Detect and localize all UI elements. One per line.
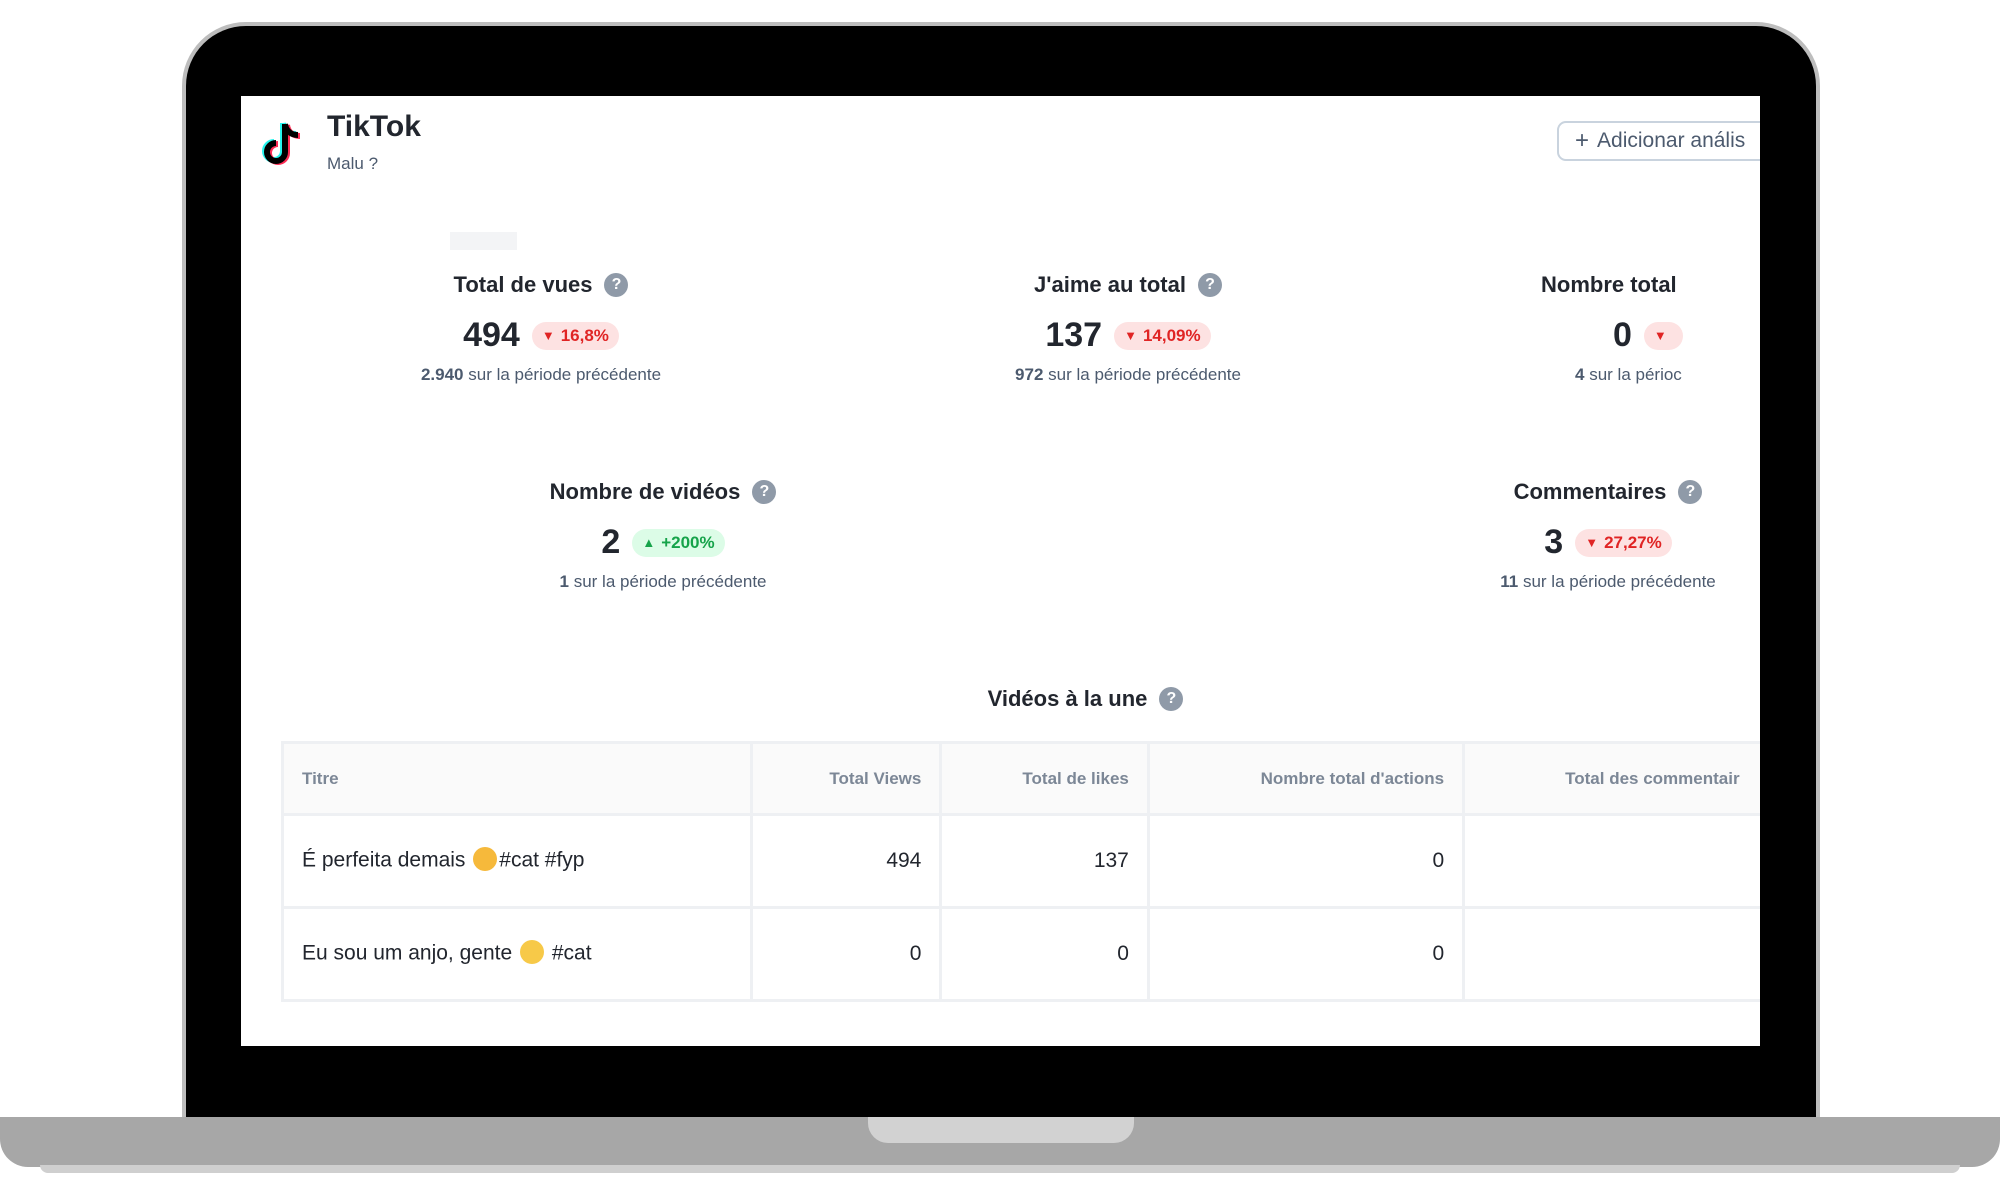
previous-text: sur la période précédente [1522,572,1716,591]
metric-title: J'aime au total ? [963,272,1293,298]
video-title-cell: É perfeita demais #cat #fyp [281,813,753,909]
video-title-text: É perfeita demais [302,848,466,872]
account-name[interactable]: Malu ? [327,154,379,173]
help-icon[interactable]: ? [752,480,777,504]
pleading-face-icon [520,940,544,964]
metric-title-text: J'aime au total [1034,272,1186,297]
plus-icon: + [1575,127,1590,154]
comments-cell [1462,813,1760,909]
add-analysis-button[interactable]: + Adicionar anális [1557,121,1760,161]
metric-value: 3 [1544,523,1564,561]
metric-value-row: 0 ▼ [1613,316,1760,355]
video-title-tags: #cat #fyp [499,848,585,872]
trend-badge: ▲ +200% [632,528,725,557]
column-header-title[interactable]: Titre [281,741,753,816]
tiktok-logo-icon [262,122,301,165]
featured-videos-table: Titre Total Views Total de likes Nombre … [281,741,1760,1002]
metric-previous-period: 11 sur la période précédente [1443,572,1760,592]
arrow-up-icon: ▲ [642,535,656,550]
metric-value-row: 3 ▼ 27,27% [1443,523,1760,562]
featured-videos-heading: Vidéos à la une ? [241,686,1760,712]
video-title-tags: #cat [551,941,592,965]
help-icon[interactable]: ? [1159,687,1184,711]
table-row[interactable]: É perfeita demais #cat #fyp 494 137 0 [281,813,1760,909]
column-header-comments[interactable]: Total des commentair [1462,741,1760,816]
actions-cell: 0 [1146,906,1466,1002]
metric-previous-period: 972 sur la période précédente [963,365,1293,385]
metric-previous-period: 1 sur la période précédente [498,572,828,592]
metric-value-row: 137 ▼ 14,09% [963,316,1293,355]
metric-value: 2 [601,523,621,561]
help-icon[interactable]: ? [1197,273,1222,297]
views-cell: 0 [749,906,943,1002]
previous-text: sur la périoc [1589,365,1682,384]
previous-value: 2.940 [420,365,464,384]
trend-percent: 27,27% [1604,532,1662,552]
views-cell: 494 [749,813,943,909]
page-title: TikTok [327,110,421,143]
metric-title-text: Nombre total [1541,272,1677,297]
trend-badge: ▼ [1643,321,1683,350]
likes-cell: 0 [939,906,1150,1002]
metric-value-row: 2 ▲ +200% [498,523,828,562]
actions-cell: 0 [1146,813,1466,909]
column-header-likes[interactable]: Total de likes [939,741,1150,816]
column-header-actions[interactable]: Nombre total d'actions [1146,741,1466,816]
app-header: TikTok Malu ? + Adicionar anális [241,96,1760,196]
metric-value: 137 [1045,316,1103,354]
table-header-row: Titre Total Views Total de likes Nombre … [281,741,1760,816]
arrow-down-icon: ▼ [1124,328,1137,343]
metric-previous-period: 4 sur la périoc [1575,365,1760,385]
app-screen: TikTok Malu ? + Adicionar anális Total d… [241,96,1760,1046]
column-header-views[interactable]: Total Views [749,741,943,816]
previous-value: 972 [1015,365,1044,384]
laptop-base-shadow [40,1165,1960,1173]
metric-total-likes: J'aime au total ? 137 ▼ 14,09% 972 sur l… [963,272,1293,385]
table-row[interactable]: Eu sou um anjo, gente #cat 0 0 0 [281,906,1760,1002]
previous-value: 11 [1500,572,1519,591]
trend-percent: +200% [661,532,715,552]
metric-title-text: Commentaires [1513,479,1667,504]
arrow-down-icon: ▼ [541,328,555,343]
metric-title: Nombre de vidéos ? [498,479,828,505]
help-icon[interactable]: ? [1678,480,1703,504]
previous-text: sur la période précédente [468,365,662,384]
previous-text: sur la période précédente [1048,365,1241,384]
trend-badge: ▼ 16,8% [531,321,619,350]
comments-cell [1462,906,1760,1002]
metric-value: 0 [1613,316,1632,354]
smiling-cat-heart-eyes-icon [473,847,498,871]
trend-percent: 14,09% [1142,325,1201,345]
metric-title: Commentaires ? [1443,479,1760,505]
add-analysis-label: Adicionar anális [1597,129,1746,152]
previous-value: 4 [1575,365,1585,384]
metric-video-count: Nombre de vidéos ? 2 ▲ +200% 1 sur la pé… [498,479,828,592]
metric-title-text: Nombre de vidéos [549,479,741,504]
help-icon[interactable]: ? [604,273,629,297]
metric-title-text: Total de vues [453,272,593,297]
previous-text: sur la période précédente [573,572,767,591]
video-title-cell: Eu sou um anjo, gente #cat [281,906,753,1002]
metric-previous-period: 2.940 sur la période précédente [376,365,706,385]
trend-percent: 16,8% [560,325,609,345]
placeholder-bar [450,232,517,250]
laptop-notch [868,1117,1134,1143]
trend-badge: ▼ 14,09% [1114,321,1211,350]
section-title-text: Vidéos à la une [987,686,1148,711]
metric-title: Nombre total [1541,272,1760,298]
metric-total-views: Total de vues ? 494 ▼ 16,8% 2.940 sur la… [376,272,706,385]
previous-value: 1 [559,572,569,591]
trend-badge: ▼ 27,27% [1575,528,1672,557]
arrow-down-icon: ▼ [1585,535,1599,550]
likes-cell: 137 [939,813,1150,909]
metric-title: Total de vues ? [376,272,706,298]
metric-comments: Commentaires ? 3 ▼ 27,27% 11 sur la péri… [1443,479,1760,592]
metric-value-row: 494 ▼ 16,8% [376,316,706,355]
video-title-text: Eu sou um anjo, gente [302,941,513,965]
arrow-down-icon: ▼ [1653,328,1667,343]
metric-total-shares: Nombre total 0 ▼ 4 sur la périoc [1541,272,1760,385]
metric-value: 494 [463,316,520,354]
